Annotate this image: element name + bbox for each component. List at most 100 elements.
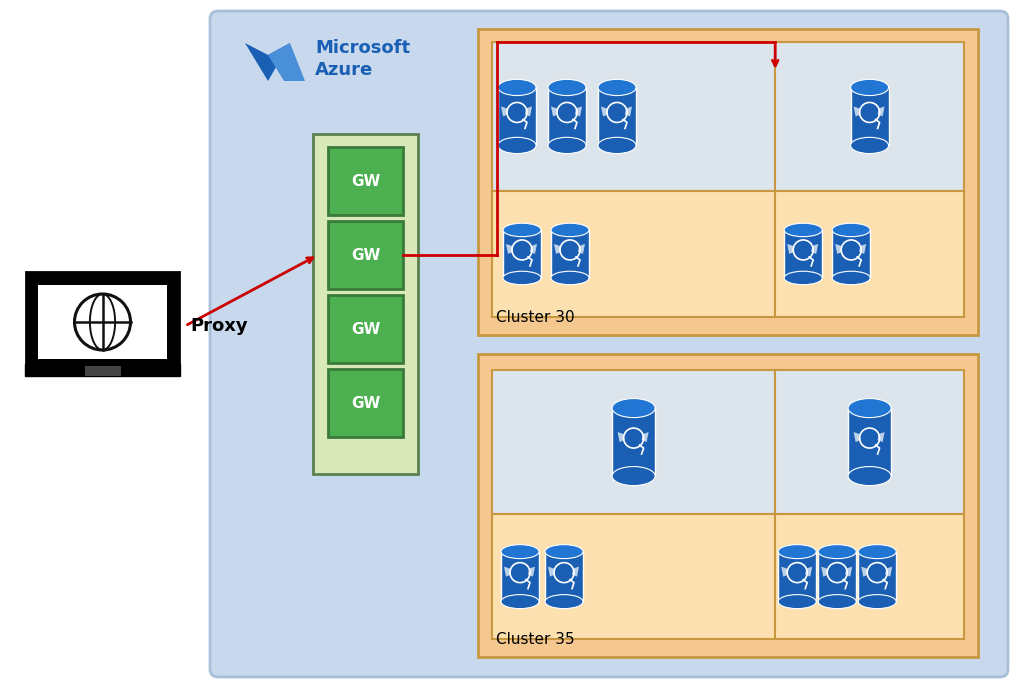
FancyBboxPatch shape [598, 88, 636, 145]
Polygon shape [548, 567, 555, 576]
FancyBboxPatch shape [832, 230, 870, 278]
Text: Cluster 30: Cluster 30 [496, 310, 574, 325]
FancyBboxPatch shape [84, 366, 120, 376]
Polygon shape [618, 432, 625, 442]
Polygon shape [504, 567, 511, 576]
Polygon shape [787, 244, 794, 254]
Text: Proxy: Proxy [190, 317, 247, 335]
Polygon shape [245, 43, 290, 81]
Text: Cluster 35: Cluster 35 [496, 632, 574, 647]
FancyBboxPatch shape [612, 408, 656, 476]
Ellipse shape [551, 223, 589, 237]
Polygon shape [886, 567, 892, 576]
Ellipse shape [832, 272, 870, 285]
Ellipse shape [498, 138, 536, 153]
Ellipse shape [851, 79, 889, 95]
FancyBboxPatch shape [313, 134, 418, 474]
Ellipse shape [818, 595, 856, 609]
Ellipse shape [818, 545, 856, 558]
Ellipse shape [545, 595, 583, 609]
Polygon shape [811, 244, 818, 254]
Polygon shape [554, 244, 561, 254]
Polygon shape [822, 567, 829, 576]
Text: GW: GW [351, 247, 380, 263]
Polygon shape [575, 106, 582, 117]
Polygon shape [506, 244, 513, 254]
Polygon shape [528, 567, 535, 576]
Polygon shape [530, 244, 538, 254]
Ellipse shape [784, 272, 823, 285]
FancyBboxPatch shape [478, 29, 978, 335]
FancyBboxPatch shape [545, 551, 583, 602]
FancyBboxPatch shape [26, 272, 179, 372]
Ellipse shape [612, 399, 656, 417]
Polygon shape [601, 106, 608, 117]
FancyBboxPatch shape [328, 295, 403, 363]
FancyBboxPatch shape [848, 408, 891, 476]
Polygon shape [878, 106, 885, 117]
Polygon shape [854, 432, 860, 442]
Ellipse shape [778, 595, 816, 609]
Text: GW: GW [351, 321, 380, 337]
Polygon shape [578, 244, 585, 254]
FancyBboxPatch shape [210, 11, 1008, 677]
Ellipse shape [858, 545, 896, 558]
FancyBboxPatch shape [551, 230, 589, 278]
Polygon shape [572, 567, 579, 576]
Polygon shape [551, 106, 558, 117]
Ellipse shape [503, 223, 541, 237]
FancyBboxPatch shape [492, 191, 964, 317]
Ellipse shape [545, 545, 583, 558]
FancyBboxPatch shape [38, 285, 167, 359]
Ellipse shape [598, 138, 636, 153]
FancyBboxPatch shape [501, 551, 539, 602]
Polygon shape [641, 432, 648, 442]
FancyBboxPatch shape [492, 514, 964, 639]
Polygon shape [861, 567, 868, 576]
Ellipse shape [503, 272, 541, 285]
FancyBboxPatch shape [328, 221, 403, 289]
FancyBboxPatch shape [492, 370, 964, 514]
Polygon shape [781, 567, 788, 576]
Ellipse shape [832, 223, 870, 237]
Polygon shape [501, 106, 508, 117]
FancyBboxPatch shape [858, 551, 896, 602]
Ellipse shape [848, 399, 891, 417]
Ellipse shape [848, 466, 891, 486]
Polygon shape [625, 106, 632, 117]
Polygon shape [845, 567, 852, 576]
Polygon shape [805, 567, 812, 576]
FancyBboxPatch shape [778, 551, 816, 602]
FancyBboxPatch shape [25, 364, 180, 376]
Ellipse shape [778, 545, 816, 558]
FancyBboxPatch shape [492, 42, 964, 191]
Ellipse shape [784, 223, 823, 237]
Ellipse shape [851, 138, 889, 153]
FancyBboxPatch shape [548, 88, 586, 145]
Text: GW: GW [351, 173, 380, 189]
Polygon shape [859, 244, 866, 254]
Polygon shape [268, 43, 305, 81]
Text: GW: GW [351, 395, 380, 410]
Ellipse shape [548, 138, 586, 153]
FancyBboxPatch shape [784, 230, 823, 278]
Ellipse shape [501, 595, 539, 609]
Ellipse shape [551, 272, 589, 285]
FancyBboxPatch shape [478, 354, 978, 657]
Ellipse shape [501, 545, 539, 558]
FancyBboxPatch shape [851, 88, 889, 145]
FancyBboxPatch shape [818, 551, 856, 602]
Text: Microsoft
Azure: Microsoft Azure [315, 39, 410, 79]
Ellipse shape [612, 466, 656, 486]
Ellipse shape [858, 595, 896, 609]
Polygon shape [854, 106, 860, 117]
FancyBboxPatch shape [503, 230, 541, 278]
Polygon shape [835, 244, 842, 254]
Polygon shape [525, 106, 532, 117]
Polygon shape [878, 432, 885, 442]
Ellipse shape [498, 79, 536, 95]
Ellipse shape [548, 79, 586, 95]
FancyBboxPatch shape [328, 369, 403, 437]
Ellipse shape [598, 79, 636, 95]
FancyBboxPatch shape [498, 88, 536, 145]
